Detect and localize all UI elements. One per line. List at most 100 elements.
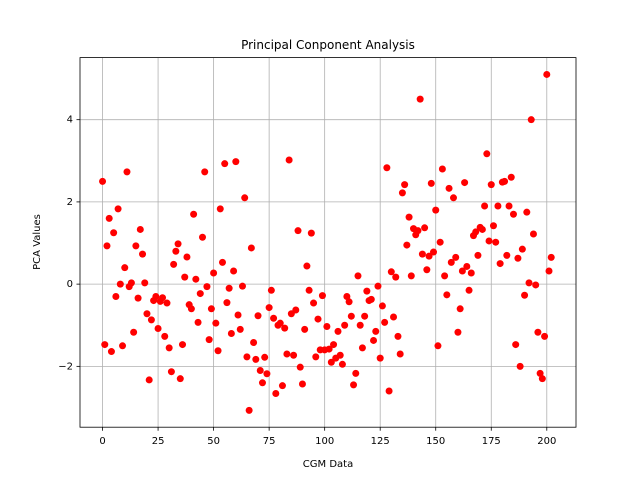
point [243, 353, 251, 361]
point [485, 237, 493, 245]
point [314, 315, 322, 323]
point [534, 328, 542, 336]
point [472, 228, 480, 236]
point [416, 95, 424, 103]
point [110, 229, 118, 237]
point [216, 205, 224, 213]
point [254, 312, 262, 320]
point [543, 70, 551, 78]
point [367, 295, 375, 303]
y-tick-label: −2 [58, 361, 73, 372]
point [341, 321, 349, 329]
point [447, 258, 455, 266]
point [356, 321, 364, 329]
point [281, 324, 289, 332]
y-tick-label: 0 [67, 279, 73, 290]
point [154, 325, 162, 333]
point [139, 250, 147, 258]
point [452, 253, 460, 261]
point [201, 168, 209, 176]
point [405, 213, 413, 221]
point [489, 222, 497, 230]
point [247, 244, 255, 252]
point [203, 283, 211, 291]
point [374, 282, 382, 290]
point [290, 351, 298, 359]
point [507, 173, 515, 181]
point [181, 273, 189, 281]
point [230, 267, 238, 275]
point [292, 306, 300, 314]
point [430, 248, 438, 256]
point [474, 251, 482, 259]
point [136, 225, 144, 233]
point [252, 355, 260, 363]
point [503, 251, 511, 259]
point [307, 229, 315, 237]
point [334, 327, 342, 335]
point [194, 318, 202, 326]
point [196, 290, 204, 298]
point [278, 382, 286, 390]
points [99, 70, 555, 414]
point [123, 168, 131, 176]
point [192, 275, 200, 283]
point [130, 328, 138, 336]
point [527, 116, 535, 124]
point [396, 350, 404, 358]
point [285, 156, 293, 164]
point [418, 250, 426, 258]
point [227, 329, 235, 337]
point [456, 305, 464, 313]
y-tick-label: 2 [67, 197, 73, 208]
point [383, 164, 391, 172]
x-tick-label: 125 [371, 436, 390, 447]
point [143, 310, 151, 318]
point [238, 282, 246, 290]
point [105, 214, 113, 222]
grid [80, 57, 576, 428]
axes: 0 25 50 75 100 125 150 175 200 −2 0 2 4 [58, 57, 577, 447]
point [170, 260, 178, 268]
point [381, 318, 389, 326]
point [492, 238, 500, 246]
point [414, 227, 422, 235]
point [294, 227, 302, 235]
x-tick-label: 200 [537, 436, 556, 447]
point [296, 363, 304, 371]
point [234, 311, 242, 319]
point [541, 332, 549, 340]
point [310, 299, 318, 307]
point [176, 375, 184, 383]
point [323, 322, 331, 330]
point [516, 362, 524, 370]
point [443, 291, 451, 299]
point [363, 287, 371, 295]
point [525, 279, 533, 287]
x-tick-label: 50 [207, 436, 220, 447]
y-tick-label: 4 [67, 115, 73, 126]
point [183, 253, 191, 261]
point [305, 286, 313, 294]
point [421, 224, 429, 232]
x-tick-label: 75 [263, 436, 276, 447]
point [523, 208, 531, 216]
x-tick-label: 175 [482, 436, 501, 447]
point [325, 345, 333, 353]
point [245, 406, 253, 414]
point [338, 360, 346, 368]
point [509, 210, 517, 218]
x-tick-label: 100 [315, 436, 334, 447]
point [163, 299, 171, 307]
point [372, 327, 380, 335]
point [392, 273, 400, 281]
point [545, 267, 553, 275]
point [232, 158, 240, 166]
point [179, 341, 187, 349]
point [458, 267, 466, 275]
point [141, 279, 149, 287]
point [336, 351, 344, 359]
point [327, 358, 335, 366]
point [263, 370, 271, 378]
point [494, 202, 502, 210]
